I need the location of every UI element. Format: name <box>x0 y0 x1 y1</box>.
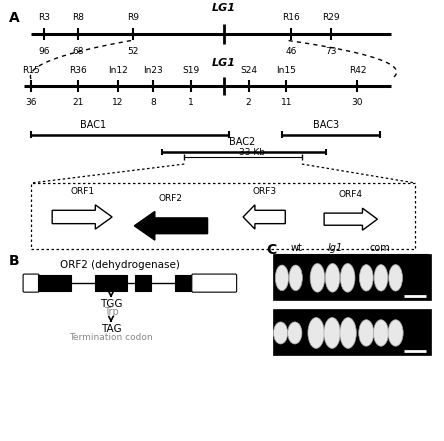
Polygon shape <box>243 205 285 229</box>
Text: 52: 52 <box>127 47 139 56</box>
Text: R42: R42 <box>349 66 366 75</box>
Text: C: C <box>266 243 277 257</box>
Text: 96: 96 <box>39 47 50 56</box>
Text: B: B <box>9 254 20 268</box>
Ellipse shape <box>359 265 373 291</box>
Polygon shape <box>134 212 208 240</box>
Bar <box>175 275 193 291</box>
Polygon shape <box>324 208 377 230</box>
Text: In12: In12 <box>108 66 127 75</box>
Text: Trp: Trp <box>103 307 119 317</box>
Text: BAC1: BAC1 <box>80 120 106 130</box>
Text: 30: 30 <box>352 98 363 107</box>
Ellipse shape <box>274 322 288 344</box>
Text: R15: R15 <box>22 66 40 75</box>
Text: BAC3: BAC3 <box>313 120 339 130</box>
Ellipse shape <box>308 318 324 348</box>
Text: com: com <box>369 243 390 253</box>
Text: 36: 36 <box>25 98 37 107</box>
Ellipse shape <box>374 265 388 291</box>
Bar <box>273 254 431 300</box>
Ellipse shape <box>289 265 302 291</box>
Text: In15: In15 <box>277 66 296 75</box>
Ellipse shape <box>275 265 289 291</box>
Text: 12: 12 <box>112 98 123 107</box>
Ellipse shape <box>340 263 355 292</box>
FancyBboxPatch shape <box>23 274 39 292</box>
Text: 73: 73 <box>325 47 337 56</box>
Text: TGG: TGG <box>100 299 122 309</box>
Text: 11: 11 <box>281 98 292 107</box>
Ellipse shape <box>388 320 403 346</box>
Ellipse shape <box>288 322 302 344</box>
Text: BAC2: BAC2 <box>229 138 255 147</box>
Text: 2: 2 <box>246 98 251 107</box>
Bar <box>95 275 127 291</box>
Polygon shape <box>52 205 112 229</box>
Text: LG1: LG1 <box>212 4 236 13</box>
Bar <box>38 275 71 291</box>
Ellipse shape <box>325 263 340 292</box>
Text: R36: R36 <box>69 66 87 75</box>
Text: R3: R3 <box>38 13 51 22</box>
Text: ORF4: ORF4 <box>339 191 363 199</box>
Text: 46: 46 <box>285 47 297 56</box>
Text: ORF2 (dehydrogenase): ORF2 (dehydrogenase) <box>60 260 180 269</box>
Text: S19: S19 <box>182 66 199 75</box>
Ellipse shape <box>373 320 388 346</box>
Text: A: A <box>9 11 20 25</box>
Ellipse shape <box>359 320 374 346</box>
Text: lg1: lg1 <box>328 243 343 253</box>
Text: TAG: TAG <box>101 325 121 334</box>
Text: Termination codon: Termination codon <box>69 333 153 342</box>
Text: R8: R8 <box>71 13 84 22</box>
Text: S24: S24 <box>240 66 257 75</box>
Text: wt: wt <box>291 243 302 253</box>
Text: ORF1: ORF1 <box>70 187 94 196</box>
Ellipse shape <box>340 318 356 348</box>
Text: 68: 68 <box>72 47 83 56</box>
Text: ORF2: ORF2 <box>159 194 183 203</box>
Bar <box>135 275 151 291</box>
FancyBboxPatch shape <box>192 274 237 292</box>
Text: In23: In23 <box>143 66 163 75</box>
Text: 1: 1 <box>188 98 194 107</box>
Text: R29: R29 <box>322 13 340 22</box>
Text: R9: R9 <box>127 13 139 22</box>
Text: 33 Kb: 33 Kb <box>239 148 265 157</box>
Ellipse shape <box>388 265 402 291</box>
Ellipse shape <box>324 318 340 348</box>
Ellipse shape <box>310 263 325 292</box>
Text: LG1: LG1 <box>212 58 236 68</box>
Text: 21: 21 <box>72 98 83 107</box>
Text: R16: R16 <box>282 13 300 22</box>
Text: ORF3: ORF3 <box>252 187 276 196</box>
Text: 8: 8 <box>151 98 156 107</box>
Bar <box>273 309 431 355</box>
